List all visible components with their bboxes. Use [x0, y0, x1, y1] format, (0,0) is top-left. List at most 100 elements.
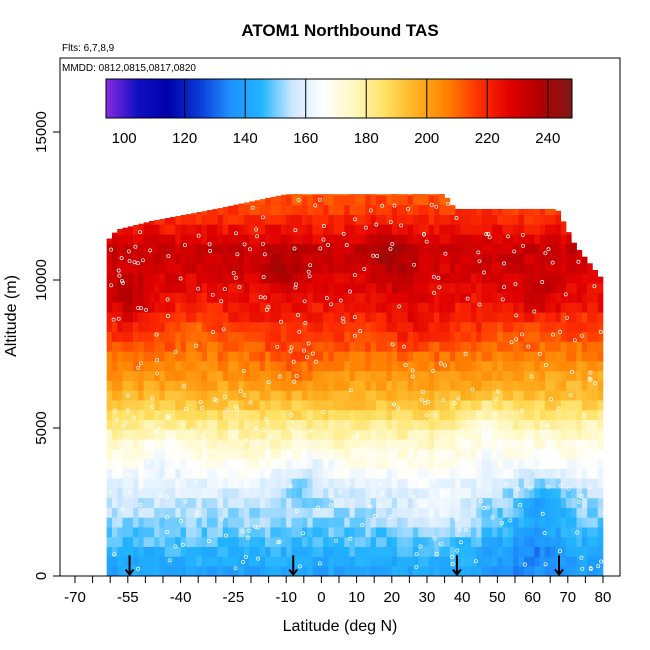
heatmap-cell	[349, 341, 356, 352]
heatmap-cell	[418, 536, 424, 547]
heatmap-cell	[444, 497, 451, 508]
heatmap-cell	[412, 517, 419, 528]
heatmap-cell	[143, 361, 150, 372]
heatmap-cell	[449, 429, 456, 440]
heatmap-cell	[444, 341, 451, 352]
heatmap-cell	[566, 341, 572, 352]
heatmap-cell	[317, 527, 324, 538]
sample-point	[388, 246, 393, 251]
heatmap-cell	[550, 253, 556, 264]
heatmap-cell	[418, 194, 424, 196]
sample-point	[546, 484, 551, 489]
heatmap-cell	[497, 497, 503, 508]
heatmap-cell	[133, 390, 139, 401]
heatmap-cell	[222, 341, 229, 352]
heatmap-cell	[481, 449, 488, 460]
chart-title: ATOM1 Northbound TAS	[241, 21, 438, 40]
heatmap-cell	[117, 517, 123, 528]
heatmap-cell	[191, 439, 197, 450]
heatmap-cell	[597, 312, 604, 323]
heatmap-cell	[476, 253, 482, 264]
heatmap-cell	[402, 331, 408, 342]
heatmap-cell	[191, 449, 197, 460]
sample-point	[212, 397, 217, 402]
heatmap-cell	[534, 322, 540, 333]
colorbar-segment	[538, 79, 543, 118]
heatmap-cell	[439, 361, 445, 372]
colorbar-segment	[429, 79, 434, 118]
heatmap-cell	[391, 507, 398, 518]
heatmap-cell	[360, 195, 366, 206]
heatmap-cell	[138, 478, 144, 489]
heatmap-cell	[444, 419, 451, 430]
heatmap-cell	[544, 566, 551, 577]
heatmap-cell	[555, 449, 562, 460]
heatmap-cell	[228, 566, 234, 577]
heatmap-cell	[111, 390, 118, 401]
heatmap-cell	[275, 497, 282, 508]
sample-point	[368, 208, 373, 213]
heatmap-cell	[444, 556, 451, 567]
heatmap-cell	[550, 243, 556, 254]
heatmap-cell	[486, 507, 493, 518]
heatmap-cell	[486, 536, 493, 547]
heatmap-cell	[576, 282, 583, 294]
heatmap-cell	[460, 566, 467, 577]
heatmap-cell	[471, 536, 477, 547]
heatmap-cell	[159, 243, 166, 254]
heatmap-cell	[286, 488, 292, 499]
sample-point	[355, 432, 360, 437]
heatmap-cell	[286, 517, 292, 528]
sample-point	[419, 397, 424, 402]
heatmap-cell	[127, 507, 134, 518]
heatmap-cell	[492, 341, 498, 352]
heatmap-cell	[349, 194, 356, 196]
heatmap-cell	[238, 449, 245, 460]
heatmap-cell	[233, 380, 239, 391]
heatmap-cell	[307, 468, 313, 479]
heatmap-cell	[317, 361, 324, 372]
heatmap-cell	[375, 302, 382, 313]
heatmap-cell	[254, 302, 261, 313]
heatmap-cell	[154, 302, 160, 313]
colorbar-segment	[490, 79, 494, 118]
heatmap-cell	[286, 224, 292, 235]
heatmap-cell	[291, 263, 298, 274]
colorbar-segment	[505, 79, 509, 118]
colorbar-segment	[414, 79, 419, 118]
heatmap-cell	[280, 253, 287, 264]
heatmap-cell	[212, 527, 218, 538]
heatmap-cell	[217, 380, 224, 391]
heatmap-cell	[529, 302, 535, 313]
heatmap-cell	[339, 341, 345, 352]
sample-point	[566, 486, 571, 491]
heatmap-cell	[444, 390, 451, 401]
heatmap-cell	[175, 507, 181, 518]
heatmap-cell	[154, 507, 160, 518]
heatmap-cell	[286, 497, 292, 508]
heatmap-cell	[523, 370, 530, 381]
heatmap-cell	[349, 566, 356, 577]
heatmap-cell	[111, 243, 118, 254]
heatmap-cell	[175, 322, 181, 333]
heatmap-cell	[518, 253, 525, 264]
heatmap-cell	[159, 253, 166, 264]
heatmap-cell	[428, 224, 435, 235]
heatmap-cell	[418, 390, 424, 401]
heatmap-cell	[471, 208, 477, 215]
heatmap-cell	[180, 282, 187, 294]
heatmap-cell	[164, 370, 171, 381]
heatmap-cell	[460, 224, 467, 235]
heatmap-cell	[106, 546, 113, 557]
heatmap-cell	[328, 312, 335, 323]
colorbar-segment	[260, 79, 264, 118]
heatmap-cell	[280, 429, 287, 440]
sample-point	[352, 315, 357, 320]
heatmap-cell	[597, 302, 604, 313]
heatmap-cell	[164, 497, 171, 508]
heatmap-cell	[212, 351, 218, 362]
x-tick-label: 50	[489, 589, 506, 606]
heatmap-cell	[344, 204, 350, 215]
heatmap-cell	[254, 517, 261, 528]
heatmap-cell	[412, 546, 419, 557]
